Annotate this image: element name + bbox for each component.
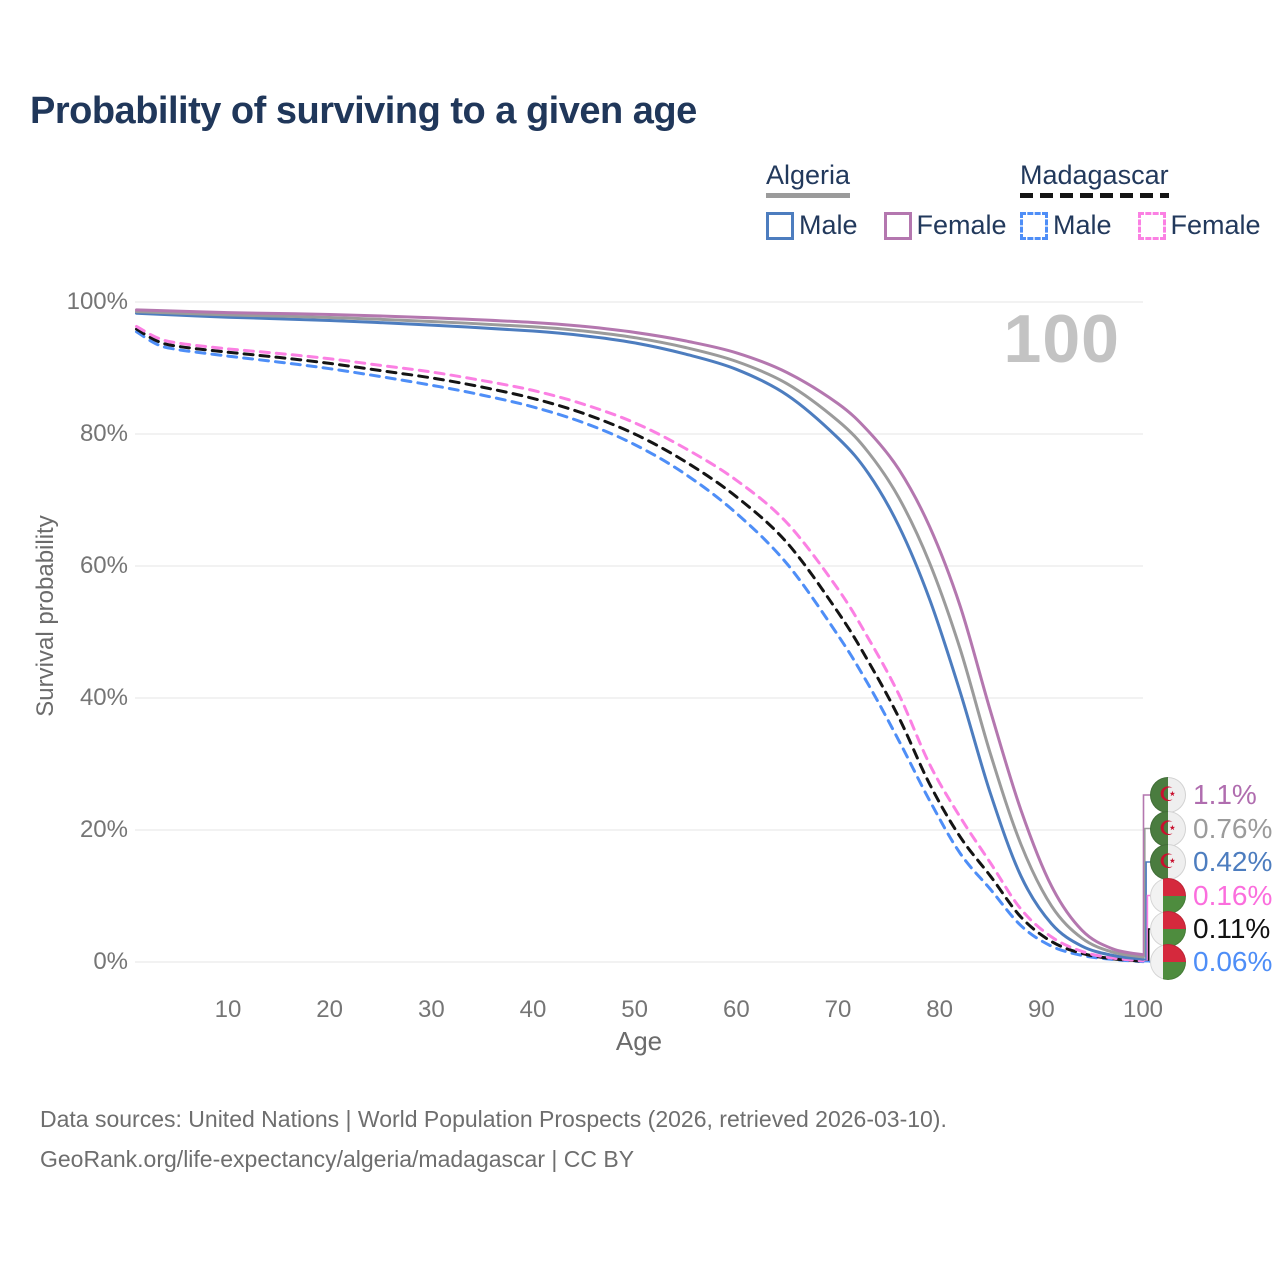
end-label-value: 0.16% [1193,879,1273,911]
legend-swatch [766,211,794,240]
legend-style-underline [1020,193,1169,198]
x-axis-title: Age [615,1026,663,1056]
x-tick-40: 40 [519,996,547,1023]
legend-item-label: Male [1053,210,1112,240]
x-tick-30: 30 [417,996,445,1023]
legend-item-algeria-male[interactable]: Male [766,210,858,241]
y-tick-100: 100% [66,288,128,315]
end-label-value: 0.06% [1193,946,1273,977]
y-tick-80: 80% [79,420,128,447]
end-label-value: 0.11% [1193,913,1271,944]
legend-item-label: Female [1170,210,1261,240]
legend-item-madagascar-male[interactable]: Male [1020,210,1112,241]
end-label-row: ☪ 0.42% [1150,843,1272,881]
end-connector-2 [1143,861,1151,960]
curve-algeria-both-sexes[interactable] [135,310,1145,959]
end-label-row: 0.16% [1150,877,1272,915]
end-label-value: 0.76% [1193,812,1273,844]
x-tick-10: 10 [214,996,242,1023]
y-tick-40: 40% [79,684,128,711]
x-tick-50: 50 [621,996,648,1023]
y-tick-20: 20% [79,816,128,843]
legend-swatch [1020,211,1048,240]
legend-swatch [883,211,912,240]
madagascar-flag-icon [1150,944,1186,980]
x-tick-70: 70 [824,996,852,1023]
crescent-star-icon: ☪ [1159,851,1177,873]
y-tick-0: 0% [93,948,128,975]
algeria-flag-icon: ☪ [1150,844,1186,880]
algeria-flag-icon: ☪ [1150,777,1186,813]
curve-madagascar-female[interactable] [135,324,1145,963]
crescent-star-icon: ☪ [1159,817,1177,840]
end-label-row: ☪ 0.76% [1150,810,1272,848]
curve-algeria-male[interactable] [135,311,1145,961]
x-tick-90: 90 [1027,996,1055,1023]
x-tick-80: 80 [926,996,953,1023]
footer-sources: Data sources: United Nations | World Pop… [40,1106,947,1132]
legend-item-madagascar-female[interactable]: Female [1137,210,1261,241]
legend-country-label: Algeria [766,160,851,201]
end-label-row: ☪ 1.1% [1150,776,1257,814]
madagascar-flag-icon [1150,877,1186,914]
end-label-value: 0.42% [1193,846,1273,877]
algeria-flag-icon: ☪ [1150,810,1186,847]
madagascar-flag-icon [1150,911,1186,947]
legend-item-algeria-female[interactable]: Female [883,210,1007,241]
x-tick-60: 60 [722,996,750,1023]
legend-group-algeria: Algeria Male Female [766,160,1007,241]
legend-item-label: Male [799,210,858,240]
legend-item-label: Female [916,210,1007,240]
page-title: Probability of surviving to a given age [30,90,697,132]
x-tick-100: 100 [1122,996,1164,1023]
legend-group-madagascar: Madagascar Male Female [1020,160,1261,241]
end-label-row: 0.06% [1150,943,1272,981]
end-label-row: 0.11% [1150,910,1270,948]
age-counter: 100 [1003,301,1120,377]
legend-swatch [1137,211,1166,240]
legend-country-label: Madagascar [1020,160,1169,201]
y-tick-60: 60% [79,552,128,579]
legend-style-underline [766,193,851,198]
x-tick-20: 20 [316,996,343,1023]
curve-madagascar-both-sexes[interactable] [135,327,1145,963]
end-label-value: 1.1% [1193,779,1257,810]
curve-algeria-female[interactable] [135,308,1145,957]
footer-attribution: GeoRank.org/life-expectancy/algeria/mada… [40,1146,635,1172]
crescent-star-icon: ☪ [1159,784,1177,806]
